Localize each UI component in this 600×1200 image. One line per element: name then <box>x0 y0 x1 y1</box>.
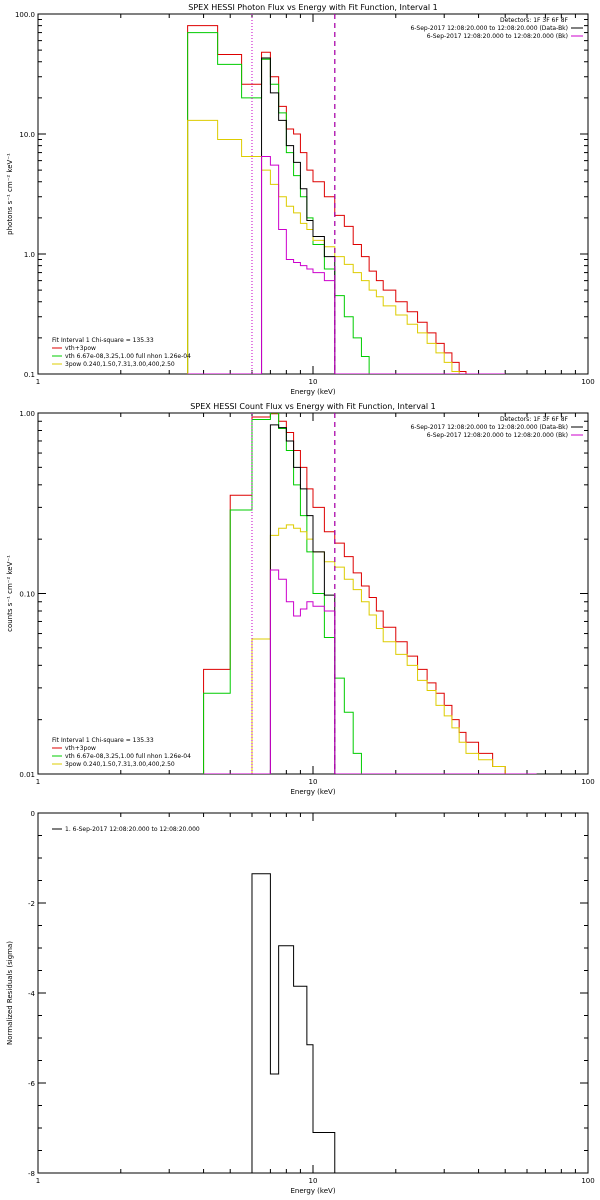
y-tick-label: -6 <box>28 1080 36 1088</box>
y-axis-label: Normalized Residuals (sigma) <box>6 941 14 1045</box>
y-axis-label: counts s⁻¹ cm⁻² keV⁻¹ <box>6 555 14 632</box>
series-group <box>251 873 336 1173</box>
series-line-4 <box>203 424 537 774</box>
panel-2: SPEX HESSI Count Flux vs Energy with Fit… <box>6 402 595 796</box>
x-tick-label: 1 <box>36 1177 40 1185</box>
y-tick-label: -4 <box>28 990 36 998</box>
legend-entry: 3pow 0.240,1.50,7.31,3.00,400,2.50 <box>65 361 175 368</box>
y-tick-label: 0 <box>31 810 35 818</box>
legend-fit-header: Fit Interval 1 Chi-square = 135.33 <box>52 737 154 744</box>
chart-title: SPEX HESSI Photon Flux vs Energy with Fi… <box>188 3 438 12</box>
legend-entry: 6-Sep-2017 12:08:20.000 to 12:08:20.000 … <box>410 424 568 431</box>
x-tick-label: 1 <box>36 778 40 786</box>
y-tick-label: 100.0 <box>15 11 35 19</box>
legend-entry: vth 6.67e-08,3.25,1.00 full nhon 1.26e-0… <box>65 753 191 760</box>
plot-frame <box>37 13 589 375</box>
y-axis-label: photons s⁻¹ cm⁻² keV⁻¹ <box>6 153 14 235</box>
x-axis-label: Energy (keV) <box>290 1187 335 1195</box>
y-tick-label: 0.1 <box>24 371 35 379</box>
series-group <box>187 25 506 374</box>
legend-entry: vth 6.67e-08,3.25,1.00 full nhon 1.26e-0… <box>65 353 191 360</box>
series-line-1 <box>251 873 336 1173</box>
y-tick-label: 0.01 <box>19 771 35 779</box>
x-axis-label: Energy (keV) <box>290 388 335 396</box>
y-tick-label: 0.10 <box>19 591 35 599</box>
legend-entry: 3pow 0.240,1.50,7.31,3.00,400,2.50 <box>65 761 175 768</box>
y-tick-label: -2 <box>28 900 35 908</box>
legend-fit-header: Fit Interval 1 Chi-square = 135.33 <box>52 337 154 344</box>
x-tick-label: 1 <box>36 378 40 386</box>
series-line-3 <box>187 119 506 374</box>
x-tick-label: 10 <box>309 778 318 786</box>
series-line-1 <box>203 413 537 774</box>
legend-entry: 6-Sep-2017 12:08:20.000 to 12:08:20.000 … <box>410 25 568 32</box>
series-line-3 <box>203 524 537 774</box>
x-axis-label: Energy (keV) <box>290 788 335 796</box>
legend-entry: vth+3pow <box>65 745 96 752</box>
x-tick-label: 10 <box>309 378 318 386</box>
panel-3: 1 10 100 Energy (keV) -8 -6 -4 -2 0 Normalized Re… <box>6 810 595 1195</box>
series-line-5 <box>187 155 506 374</box>
series-line-4 <box>187 57 506 374</box>
y-tick-label: -8 <box>28 1170 35 1178</box>
legend-entry: 6-Sep-2017 12:08:20.000 to 12:08:20.000 … <box>427 432 568 439</box>
legend-detectors: Detectors: 1F 3F 6F 8F <box>500 416 569 423</box>
series-line-2 <box>187 32 506 374</box>
x-tick-label: 10 <box>309 1177 318 1185</box>
series-group <box>203 413 537 774</box>
series-line-2 <box>203 413 537 774</box>
y-tick-label: 1.0 <box>24 251 35 259</box>
legend-entry: 6-Sep-2017 12:08:20.000 to 12:08:20.000 … <box>427 33 568 40</box>
legend-entry: vth+3pow <box>65 345 96 352</box>
x-tick-label: 100 <box>581 778 594 786</box>
legend-entry: 1. 6-Sep-2017 12:08:20.000 to 12:08:20.0… <box>65 826 200 833</box>
x-tick-label: 100 <box>581 1177 594 1185</box>
y-tick-label: 10.0 <box>19 131 35 139</box>
y-tick-label: 1.00 <box>19 410 35 418</box>
chart-title: SPEX HESSI Count Flux vs Energy with Fit… <box>190 402 435 411</box>
series-line-1 <box>187 25 506 374</box>
x-tick-label: 100 <box>581 378 594 386</box>
legend-detectors: Detectors: 1F 3F 6F 8F <box>500 17 569 24</box>
series-line-5 <box>203 569 537 774</box>
panel-1: SPEX HESSI Photon Flux vs Energy with Fi… <box>6 3 595 396</box>
